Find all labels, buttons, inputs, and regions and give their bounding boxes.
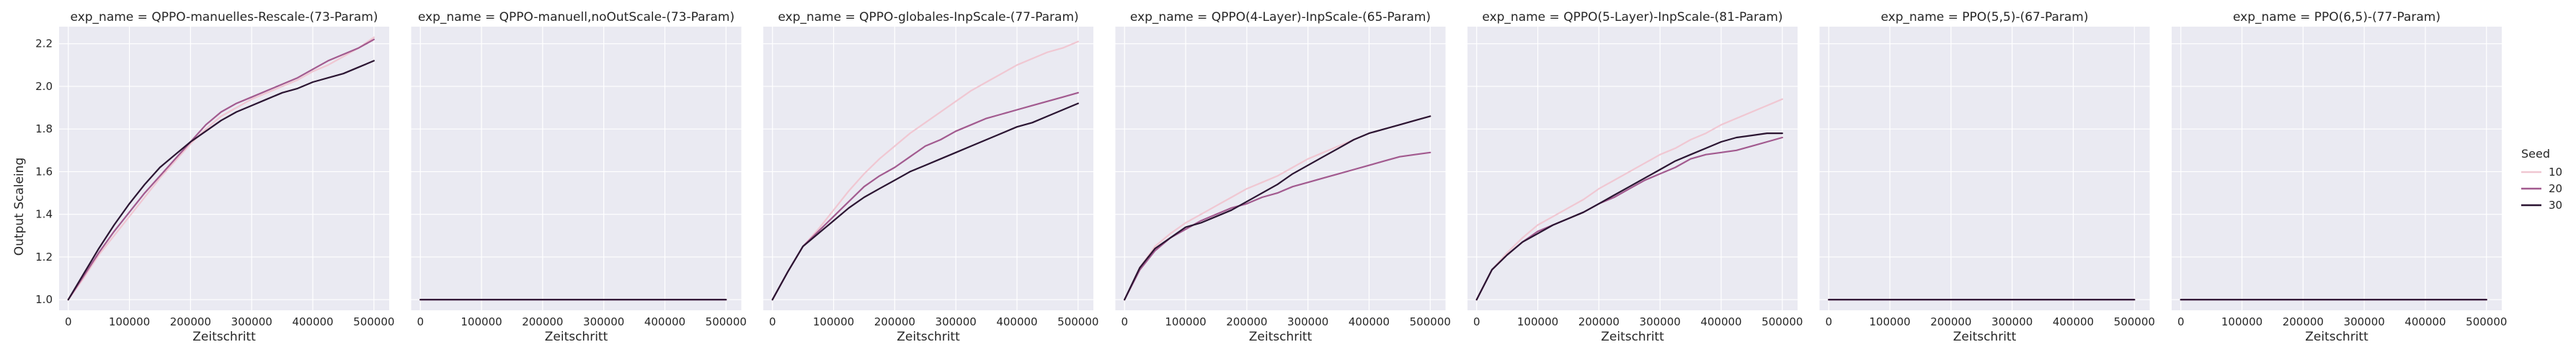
x-tick-label: 0 (1825, 315, 1832, 328)
x-tick-label: 200000 (874, 315, 915, 328)
x-tick-label: 400000 (292, 315, 333, 328)
x-tick-label: 300000 (583, 315, 624, 328)
plot-area (1115, 27, 1446, 310)
x-tick-label: 100000 (1165, 315, 1206, 328)
y-tick-label: 2.2 (35, 37, 53, 50)
x-tick-label: 300000 (1640, 315, 1681, 328)
x-tick-label: 300000 (231, 315, 272, 328)
plot-area (1819, 27, 2150, 310)
x-tick-label: 200000 (1578, 315, 1620, 328)
x-tick-label: 500000 (353, 315, 394, 328)
x-tick-label: 500000 (2466, 315, 2507, 328)
x-tick-label: 100000 (461, 315, 502, 328)
y-axis-label: Output Scaleing (12, 158, 27, 256)
plot-area (1467, 27, 1798, 310)
x-tick-label: 200000 (1930, 315, 1971, 328)
plot-area (763, 27, 1093, 310)
y-tick-label: 1.0 (35, 293, 53, 306)
series-line-seed-20 (67, 38, 375, 301)
x-tick-label: 100000 (813, 315, 854, 328)
x-tick-label: 200000 (170, 315, 211, 328)
x-tick-label: 200000 (522, 315, 563, 328)
x-axis-label: Zeitschritt (2305, 330, 2368, 344)
x-tick-label: 400000 (996, 315, 1037, 328)
x-axis-label: Zeitschritt (1953, 330, 2017, 344)
x-tick-label: 400000 (1700, 315, 1741, 328)
x-tick-label: 200000 (1226, 315, 1267, 328)
panel-title: exp_name = QPPO-manuelles-Rescale-(73-Pa… (71, 10, 378, 24)
x-tick-label: 0 (417, 315, 424, 328)
x-tick-label: 300000 (1287, 315, 1328, 328)
x-tick-label: 100000 (109, 315, 150, 328)
legend-entry: 10 (2521, 166, 2562, 179)
x-tick-label: 0 (65, 315, 72, 328)
x-tick-label: 0 (1473, 315, 1480, 328)
x-tick-label: 400000 (644, 315, 685, 328)
facet-panel-6: exp_name = PPO(5,5)-(67-Param) 0 100000 200… (1819, 10, 2155, 344)
legend: Seed 10 20 30 (2521, 147, 2562, 212)
x-tick-label: 0 (2177, 315, 2185, 328)
y-tick-label: 1.8 (35, 122, 53, 135)
legend-entry: 30 (2521, 199, 2562, 212)
x-axis-label: Zeitschritt (897, 330, 960, 344)
plot-area (411, 27, 742, 310)
x-tick-label: 100000 (1517, 315, 1558, 328)
x-tick-label: 0 (769, 315, 776, 328)
legend-title: Seed (2521, 147, 2550, 161)
y-tick-label: 1.2 (35, 251, 53, 264)
legend-label-20: 20 (2549, 182, 2562, 195)
x-tick-label: 300000 (2344, 315, 2385, 328)
facet-panel-3: exp_name = QPPO-globales-InpScale-(77-Pa… (763, 10, 1098, 344)
x-tick-label: 0 (1121, 315, 1128, 328)
y-tick-label: 2.0 (35, 80, 53, 93)
y-tick-label: 1.6 (35, 165, 53, 178)
series-line-seed-30 (67, 60, 375, 301)
series-line-seed-30 (771, 102, 1079, 301)
plot-area (2172, 27, 2502, 310)
x-tick-label: 200000 (2283, 315, 2324, 328)
x-tick-label: 500000 (1057, 315, 1098, 328)
series-line-seed-10 (771, 40, 1079, 301)
panel-title: exp_name = QPPO-manuell,noOutScale-(73-P… (418, 10, 734, 24)
facet-panel-7: exp_name = PPO(6,5)-(77-Param) 0 100000 200… (2172, 10, 2507, 344)
x-axis-label: Zeitschritt (1601, 330, 1664, 344)
facet-panel-4: exp_name = QPPO(4-Layer)-InpScale-(65-Pa… (1115, 10, 1451, 344)
series-line-seed-20 (771, 91, 1079, 301)
facet-panel-1: exp_name = QPPO-manuelles-Rescale-(73-Pa… (35, 10, 394, 344)
x-tick-label: 100000 (2221, 315, 2262, 328)
x-tick-label: 300000 (936, 315, 977, 328)
x-axis-label: Zeitschritt (545, 330, 608, 344)
series-line-seed-10 (1475, 98, 1783, 301)
panel-title: exp_name = PPO(5,5)-(67-Param) (1881, 10, 2089, 24)
series-line-seed-30 (1124, 115, 1431, 301)
x-tick-label: 500000 (2114, 315, 2155, 328)
panel-title: exp_name = QPPO-globales-InpScale-(77-Pa… (778, 10, 1078, 24)
plot-area (59, 27, 389, 310)
panel-title: exp_name = PPO(6,5)-(77-Param) (2233, 10, 2440, 24)
legend-label-10: 10 (2549, 166, 2562, 179)
y-tick-label: 1.4 (35, 208, 53, 221)
x-tick-label: 100000 (1869, 315, 1910, 328)
x-axis-label: Zeitschritt (192, 330, 256, 344)
x-tick-label: 300000 (1991, 315, 2033, 328)
panel-title: exp_name = QPPO(5-Layer)-InpScale-(81-Pa… (1482, 10, 1782, 24)
facet-panel-5: exp_name = QPPO(5-Layer)-InpScale-(81-Pa… (1467, 10, 1803, 344)
legend-label-30: 30 (2549, 199, 2562, 212)
facet-panel-2: exp_name = QPPO-manuell,noOutScale-(73-P… (411, 10, 747, 344)
legend-entry: 20 (2521, 182, 2562, 195)
x-tick-label: 400000 (1349, 315, 1390, 328)
panel-title: exp_name = QPPO(4-Layer)-InpScale-(65-Pa… (1130, 10, 1431, 24)
x-tick-label: 500000 (1410, 315, 1451, 328)
x-axis-label: Zeitschritt (1249, 330, 1313, 344)
panels-group: exp_name = QPPO-manuelles-Rescale-(73-Pa… (35, 10, 2507, 344)
series-line-seed-10 (67, 36, 375, 301)
x-tick-label: 400000 (2404, 315, 2446, 328)
series-line-seed-30 (1475, 132, 1783, 301)
x-tick-label: 400000 (2053, 315, 2094, 328)
x-tick-label: 500000 (1762, 315, 1803, 328)
x-tick-label: 500000 (706, 315, 747, 328)
